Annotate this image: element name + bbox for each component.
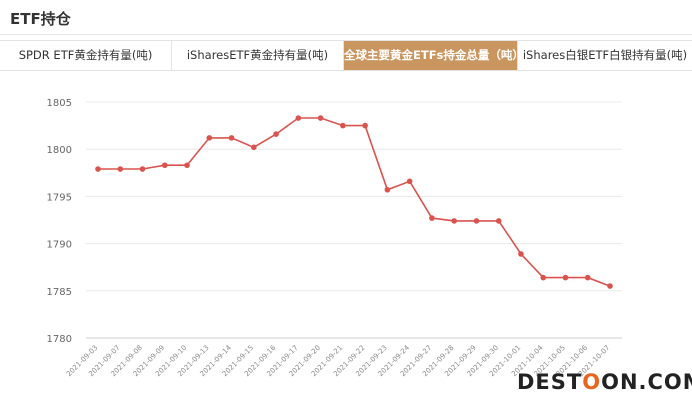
page-title: ETF持仓 <box>10 10 71 28</box>
etf-tab-bar: SPDR ETF黄金持有量(吨) iSharesETF黄金持有量(吨) 全球主要… <box>0 40 692 71</box>
watermark-logo: DESTOON.COM <box>517 370 692 394</box>
data-point <box>95 166 101 172</box>
data-point <box>340 122 346 129</box>
data-point <box>295 115 302 121</box>
data-point <box>161 162 168 169</box>
data-point <box>117 166 124 172</box>
line-chart: 1780178517901795180018052021-09-032021-0… <box>47 98 622 378</box>
data-point <box>584 274 591 281</box>
data-point <box>495 218 502 224</box>
data-point <box>540 274 547 281</box>
data-point <box>251 144 257 151</box>
data-point <box>607 283 613 289</box>
title-divider <box>0 34 692 35</box>
data-point <box>228 135 235 141</box>
data-point <box>206 135 213 141</box>
data-point <box>273 131 279 137</box>
data-point <box>451 218 457 224</box>
watermark-text-3: ON.COM <box>601 370 692 394</box>
y-tick-label: 1805 <box>47 98 72 109</box>
y-tick-label: 1785 <box>47 287 72 298</box>
data-point <box>139 166 146 172</box>
data-point <box>384 186 391 193</box>
watermark-text-2: O <box>582 370 602 394</box>
data-point <box>562 274 569 281</box>
data-point <box>518 251 524 257</box>
series-line <box>98 117 611 287</box>
data-point <box>317 115 324 121</box>
tab-ishares-silver[interactable]: iShares白银ETF白银持有量(吨) <box>522 48 688 62</box>
data-point <box>362 122 368 129</box>
data-point <box>184 162 190 169</box>
data-point <box>473 218 480 224</box>
data-point <box>406 178 413 185</box>
data-point <box>429 215 435 221</box>
tab-global-gold-etfs[interactable]: 全球主要黄金ETFs持金总量（吨） <box>344 41 524 70</box>
y-tick-label: 1780 <box>47 334 72 345</box>
tab-spdr-gold[interactable]: SPDR ETF黄金持有量(吨) <box>0 41 172 70</box>
y-tick-label: 1790 <box>47 240 72 251</box>
watermark-text-1: DEST <box>517 370 583 394</box>
y-tick-label: 1795 <box>47 192 72 203</box>
y-tick-label: 1800 <box>47 145 72 156</box>
tab-ishares-gold[interactable]: iSharesETF黄金持有量(吨) <box>172 41 344 70</box>
